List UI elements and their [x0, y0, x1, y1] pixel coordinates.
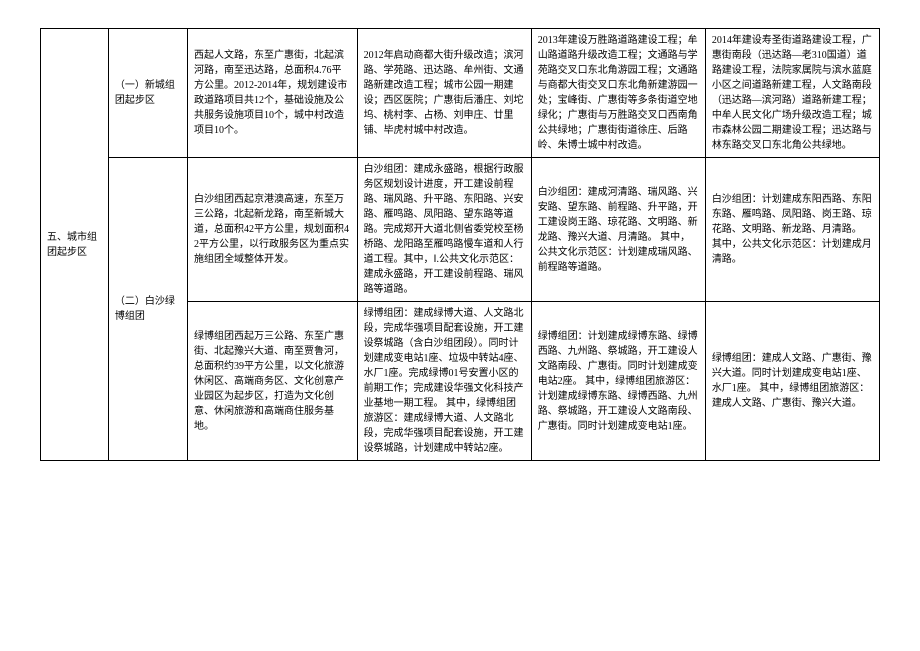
- year-cell-2013: 白沙组团：建成河清路、瑞风路、兴安路、望东路、前程路、升平路，开工建设岗王路、琼…: [531, 158, 705, 302]
- year-cell-2012: 白沙组团：建成永盛路，根据行政服务区规划设计进度，开工建设前程路、瑞风路、升平路…: [357, 158, 531, 302]
- intro-cell: 白沙组团西起京港澳高速，东至万三公路，北起新龙路，南至新城大道，总面积42平方公…: [187, 158, 357, 302]
- subsection-cell: （一）新城组团起步区: [108, 29, 187, 158]
- year-cell-2012: 绿博组团：建成绿博大道、人文路北段，完成华强项目配套设施，开工建设祭城路（含白沙…: [357, 302, 531, 461]
- subsection-cell: （二）白沙绿博组团: [108, 158, 187, 461]
- year-cell-2012: 2012年启动商都大街升级改造；滨河路、学苑路、迅达路、牟州街、文通路新建改造工…: [357, 29, 531, 158]
- intro-cell: 西起人文路，东至广惠街，北起滨河路，南至迅达路，总面积4.76平方公里。2012…: [187, 29, 357, 158]
- table-row: （二）白沙绿博组团 白沙组团西起京港澳高速，东至万三公路，北起新龙路，南至新城大…: [41, 158, 880, 302]
- intro-cell: 绿博组团西起万三公路、东至广惠街、北起豫兴大道、南至贾鲁河，总面积约39平方公里…: [187, 302, 357, 461]
- table-row: 五、城市组团起步区 （一）新城组团起步区 西起人文路，东至广惠街，北起滨河路，南…: [41, 29, 880, 158]
- year-cell-2014: 2014年建设寿圣街道路建设工程，广惠街南段（迅达路—老310国道）道路建设工程…: [705, 29, 879, 158]
- planning-table: 五、城市组团起步区 （一）新城组团起步区 西起人文路，东至广惠街，北起滨河路，南…: [40, 28, 880, 461]
- year-cell-2013: 2013年建设万胜路道路建设工程；牟山路道路升级改造工程；文通路与学苑路交叉口东…: [531, 29, 705, 158]
- year-cell-2013: 绿博组团：计划建成绿博东路、绿博西路、九州路、祭城路，开工建设人文路南段、广惠街…: [531, 302, 705, 461]
- year-cell-2014: 白沙组团：计划建成东阳西路、东阳东路、雁鸣路、凤阳路、岗王路、琼花路、文明路、新…: [705, 158, 879, 302]
- section-title-cell: 五、城市组团起步区: [41, 29, 109, 461]
- year-cell-2014: 绿博组团：建成人文路、广惠街、豫兴大道。同时计划建成变电站1座、水厂1座。 其中…: [705, 302, 879, 461]
